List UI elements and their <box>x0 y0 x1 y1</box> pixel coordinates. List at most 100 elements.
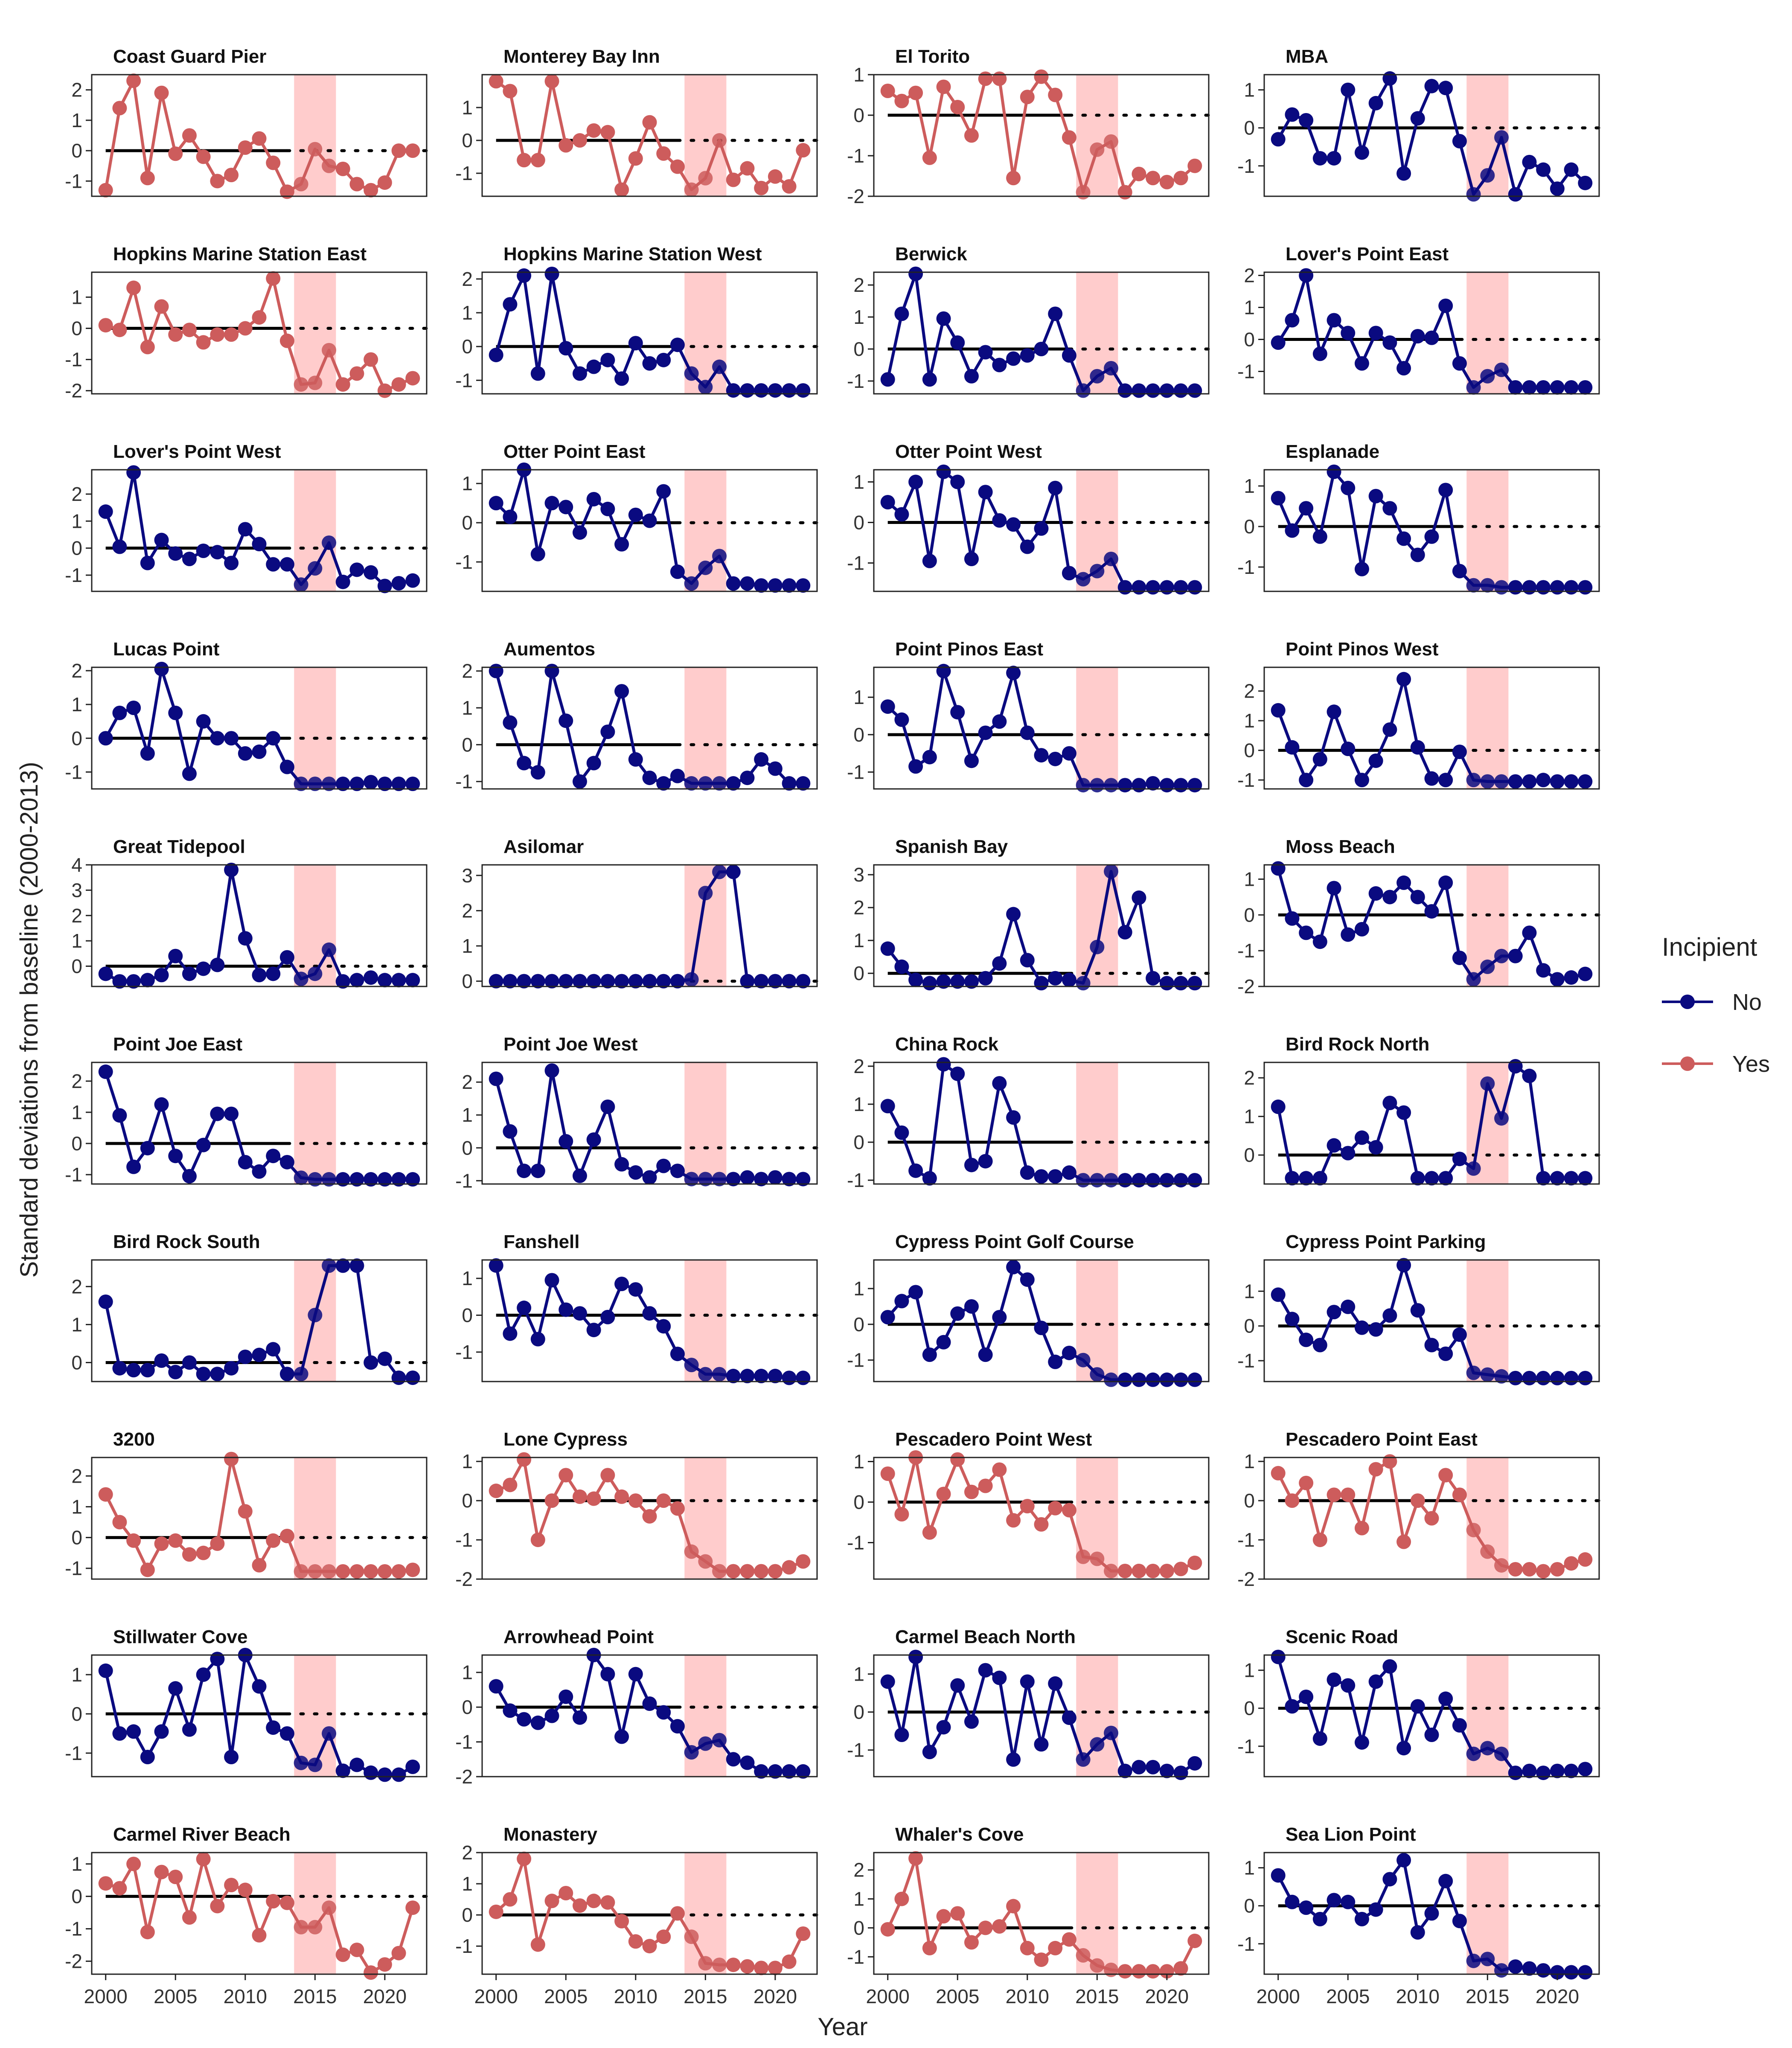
panel-title: Stillwater Cove <box>113 1626 247 1647</box>
data-point <box>614 182 629 197</box>
data-point <box>126 1856 141 1871</box>
data-point <box>964 1158 979 1172</box>
data-point <box>279 1367 294 1382</box>
data-point <box>1132 166 1146 181</box>
data-point <box>642 1170 657 1185</box>
data-point <box>322 535 337 550</box>
data-point <box>922 1745 937 1760</box>
series-line <box>886 1062 1195 1182</box>
data-point <box>322 777 337 791</box>
panel-title: Scenic Road <box>1286 1626 1398 1647</box>
data-point <box>726 576 741 591</box>
data-point <box>349 1172 364 1187</box>
data-point <box>322 1726 337 1741</box>
series-line <box>1277 1263 1585 1380</box>
data-point <box>922 150 937 165</box>
panel-title: Berwick <box>895 244 967 265</box>
data-point <box>1132 1964 1146 1979</box>
data-point <box>377 777 392 791</box>
data-point <box>684 182 699 197</box>
data-point <box>544 74 559 89</box>
y-tick-label: -1 <box>455 1935 473 1957</box>
data-point <box>992 1076 1007 1091</box>
y-tick-label: 0 <box>462 1304 473 1327</box>
data-point <box>1271 491 1286 506</box>
data-point <box>126 465 141 480</box>
data-point <box>1564 1171 1579 1186</box>
data-point <box>1159 976 1174 991</box>
y-tick-label: 0 <box>462 129 473 151</box>
data-point <box>628 336 643 351</box>
y-tick-label: -1 <box>455 1341 473 1363</box>
y-tick-label: 0 <box>1244 117 1255 139</box>
data-point <box>754 1172 769 1187</box>
panel-carmel-river-beach: Carmel River Beach -2 -1 0 1 2000 2005 2010 2015… <box>65 1824 428 2007</box>
y-tick-label: -1 <box>847 1349 864 1371</box>
data-point <box>266 1894 281 1908</box>
data-point <box>182 1547 197 1562</box>
y-tick-label: -1 <box>1237 1933 1255 1955</box>
data-point <box>266 1533 281 1548</box>
y-tick-label: 0 <box>1244 1489 1255 1512</box>
data-point <box>670 768 685 783</box>
data-point <box>964 552 979 566</box>
data-point <box>322 343 337 358</box>
data-point <box>266 1720 281 1735</box>
data-point <box>1438 483 1453 497</box>
data-point <box>684 776 699 791</box>
data-point <box>1173 1766 1188 1780</box>
data-point <box>656 484 671 499</box>
data-point <box>1327 881 1341 896</box>
y-tick-label: 1 <box>462 96 473 119</box>
panel-frame <box>481 1457 818 1580</box>
data-point <box>544 266 559 281</box>
data-point <box>559 974 573 989</box>
data-point <box>405 573 420 588</box>
data-point <box>517 1712 532 1727</box>
data-point <box>1354 561 1369 576</box>
data-point <box>614 1489 629 1504</box>
data-point <box>656 974 671 989</box>
data-point <box>168 705 183 720</box>
data-point <box>964 974 979 989</box>
panel-title: Bird Rock South <box>113 1231 260 1252</box>
data-point <box>628 1493 643 1508</box>
data-point <box>1271 335 1286 350</box>
data-point <box>154 85 169 100</box>
data-point <box>600 724 615 739</box>
data-point <box>1452 134 1467 148</box>
y-tick-label: 0 <box>853 1313 864 1335</box>
panel-frame <box>91 666 428 790</box>
y-tick-label: -1 <box>65 761 82 783</box>
data-point <box>112 539 127 554</box>
data-point <box>1564 1370 1579 1385</box>
data-point <box>964 1935 979 1950</box>
data-point <box>1062 566 1076 581</box>
y-tick-label: 0 <box>1244 739 1255 762</box>
data-point <box>740 383 755 398</box>
panel-china-rock: China Rock -1 0 1 2 <box>847 1034 1210 1191</box>
x-axis-label: Year <box>817 2013 867 2041</box>
data-point <box>140 1140 155 1155</box>
data-point <box>1312 1338 1327 1353</box>
data-point <box>1104 1372 1119 1387</box>
x-tick-label: 2000 <box>474 1985 518 2007</box>
y-tick-label: 0 <box>71 1527 82 1549</box>
data-point <box>489 974 503 989</box>
data-point <box>489 496 503 511</box>
panel-title: Lone Cypress <box>503 1429 628 1450</box>
legend-item-yes: Yes <box>1662 1048 1781 1078</box>
data-point <box>140 746 155 761</box>
y-tick-label: 1 <box>462 935 473 957</box>
data-point <box>656 1493 671 1508</box>
y-tick-label: -1 <box>847 761 864 783</box>
data-point <box>572 1489 587 1504</box>
y-tick-label: -1 <box>847 1739 864 1761</box>
data-point <box>168 546 183 561</box>
data-point <box>684 1172 699 1187</box>
data-point <box>489 1679 503 1694</box>
data-point <box>1034 748 1049 763</box>
data-point <box>377 1351 392 1366</box>
data-point <box>322 1900 337 1915</box>
data-point <box>964 1714 979 1729</box>
